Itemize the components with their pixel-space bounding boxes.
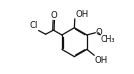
Text: Cl: Cl [30,21,38,30]
Text: OH: OH [75,9,88,18]
Text: O: O [50,11,57,20]
Text: O: O [96,28,102,37]
Text: OH: OH [94,56,108,65]
Text: CH₃: CH₃ [100,35,115,44]
